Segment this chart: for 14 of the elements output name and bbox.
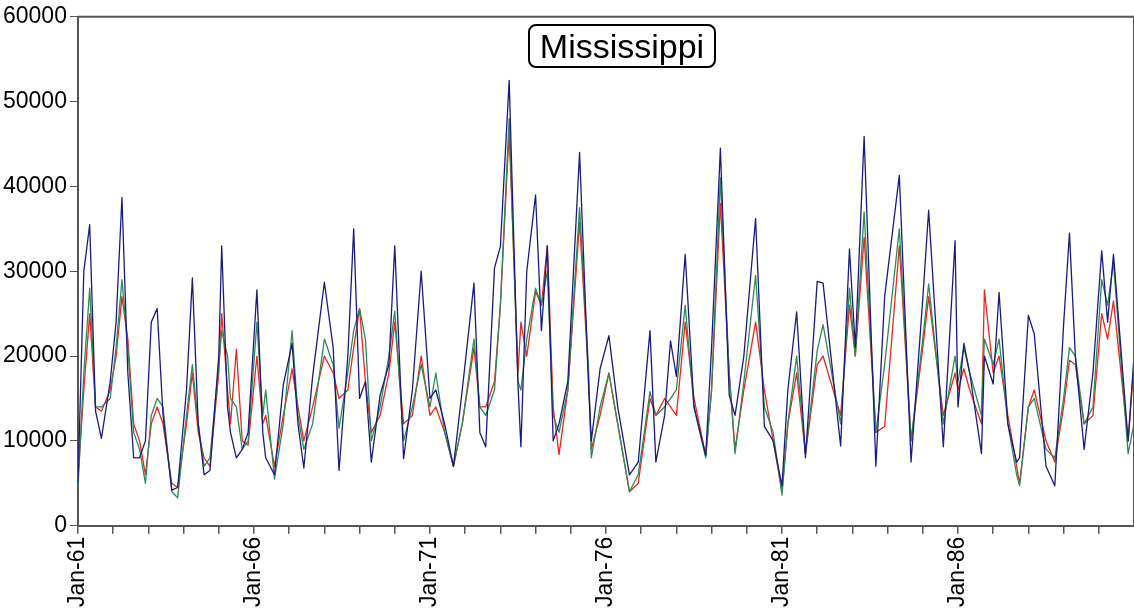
y-tick-label: 30000 xyxy=(2,256,67,283)
y-tick-label: 50000 xyxy=(2,86,67,113)
x-tick-label: Jan-71 xyxy=(415,536,442,607)
x-tick-label: Jan-81 xyxy=(767,536,794,607)
y-tick-label: 20000 xyxy=(2,341,67,368)
x-tick-label: Jan-86 xyxy=(943,536,970,607)
x-tick-label: Jan-66 xyxy=(239,536,266,607)
chart-title: Mississippi xyxy=(527,24,717,68)
y-tick-label: 40000 xyxy=(2,171,67,198)
y-tick-label: 10000 xyxy=(2,426,67,453)
x-tick-label: Jan-61 xyxy=(63,536,90,607)
x-tick-label: Jan-76 xyxy=(591,536,618,607)
y-tick-label: 60000 xyxy=(2,2,67,29)
y-tick-label: 0 xyxy=(54,511,67,538)
